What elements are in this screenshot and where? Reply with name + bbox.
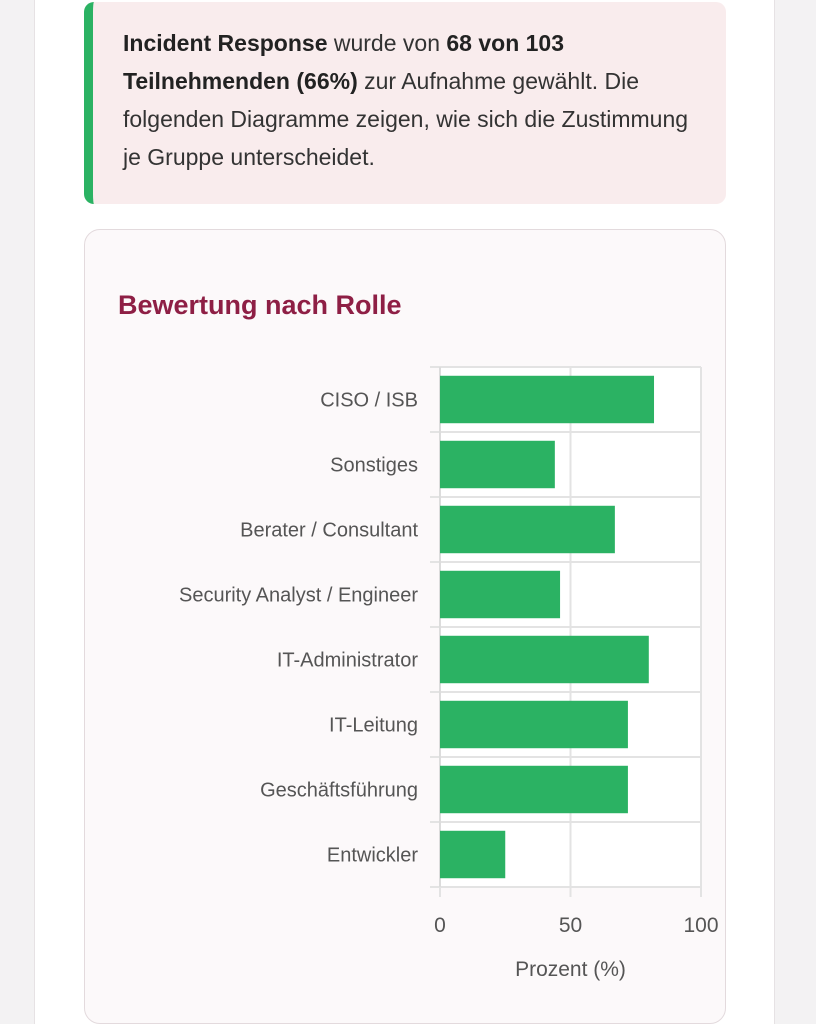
bar [440, 700, 628, 749]
summary-callout: Incident Response wurde von 68 von 103 T… [84, 2, 726, 204]
bar-chart: 0 50 100 CISO / ISB Sonstiges Berater / Consu… [179, 366, 719, 981]
category-label: Sonstiges [330, 455, 418, 477]
page: Incident Response wurde von 68 von 103 T… [34, 0, 775, 1024]
x-tick-label: 50 [559, 914, 582, 937]
bar [440, 440, 555, 489]
chart-card: Bewertung nach Rolle 0 50 100 CISO / ISB Son… [84, 229, 726, 1024]
bar [440, 505, 615, 554]
topic-name: Incident Response [123, 30, 328, 56]
x-tick-label: 0 [434, 914, 446, 937]
category-label: IT-Administrator [277, 650, 418, 672]
label-layer: 0 50 100 CISO / ISB Sonstiges Berater / Consu… [179, 390, 719, 938]
category-label: CISO / ISB [320, 390, 418, 412]
category-label: Berater / Consultant [240, 520, 418, 542]
x-axis-title: Prozent (%) [515, 958, 626, 981]
bar [440, 830, 506, 879]
summary-text-1: wurde von [327, 30, 447, 56]
category-label: Security Analyst / Engineer [179, 585, 418, 607]
bar [440, 375, 655, 424]
x-tick-label: 100 [683, 914, 718, 937]
summary-text-2: zur Aufnahme gewählt. Die folgenden Diag… [123, 68, 689, 170]
category-label: Entwickler [327, 845, 418, 867]
bar [440, 635, 649, 684]
category-label: IT-Leitung [329, 715, 418, 737]
bar [440, 765, 628, 814]
category-label: Geschäftsführung [260, 780, 418, 802]
chart-title: Bewertung nach Rolle [118, 290, 402, 320]
bar [440, 570, 561, 619]
bar-layer [440, 375, 655, 879]
participant-count: 68 von 103 Teilnehmenden (66%) [123, 30, 565, 94]
